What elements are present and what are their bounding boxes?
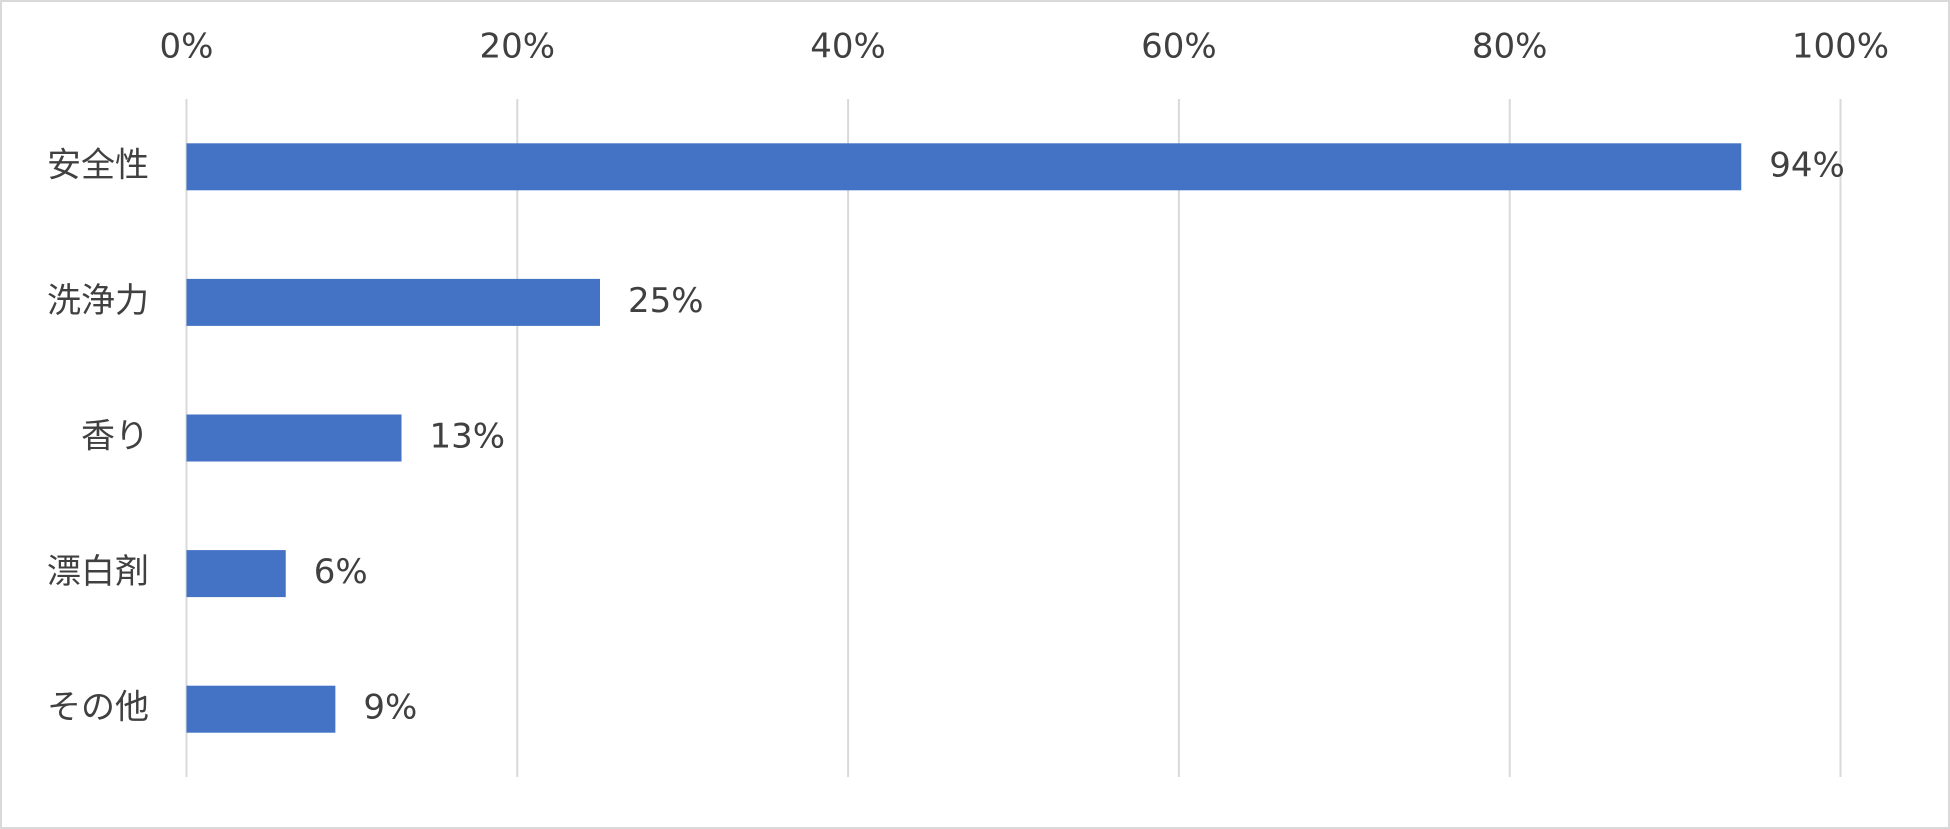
x-tick-label: 40% <box>810 27 886 67</box>
y-tick-label: 洗浄力 <box>47 281 149 321</box>
y-tick-label: 安全性 <box>47 145 149 185</box>
x-tick-label: 0% <box>160 27 214 67</box>
x-tick-label: 20% <box>480 27 556 67</box>
data-label: 94% <box>1769 145 1845 185</box>
data-label: 6% <box>314 552 368 592</box>
bar <box>186 550 286 598</box>
x-tick-label: 100% <box>1792 27 1889 67</box>
data-label: 9% <box>363 688 417 728</box>
data-label: 13% <box>430 417 506 457</box>
bar <box>186 414 402 462</box>
bar <box>186 143 1742 191</box>
bar <box>186 685 336 733</box>
y-tick-label: 香り <box>81 417 149 457</box>
data-label: 25% <box>628 281 704 321</box>
x-tick-label: 80% <box>1472 27 1548 67</box>
y-tick-label: その他 <box>47 688 149 728</box>
y-tick-label: 漂白剤 <box>47 552 149 592</box>
bar <box>186 278 600 326</box>
x-tick-label: 60% <box>1141 27 1217 67</box>
